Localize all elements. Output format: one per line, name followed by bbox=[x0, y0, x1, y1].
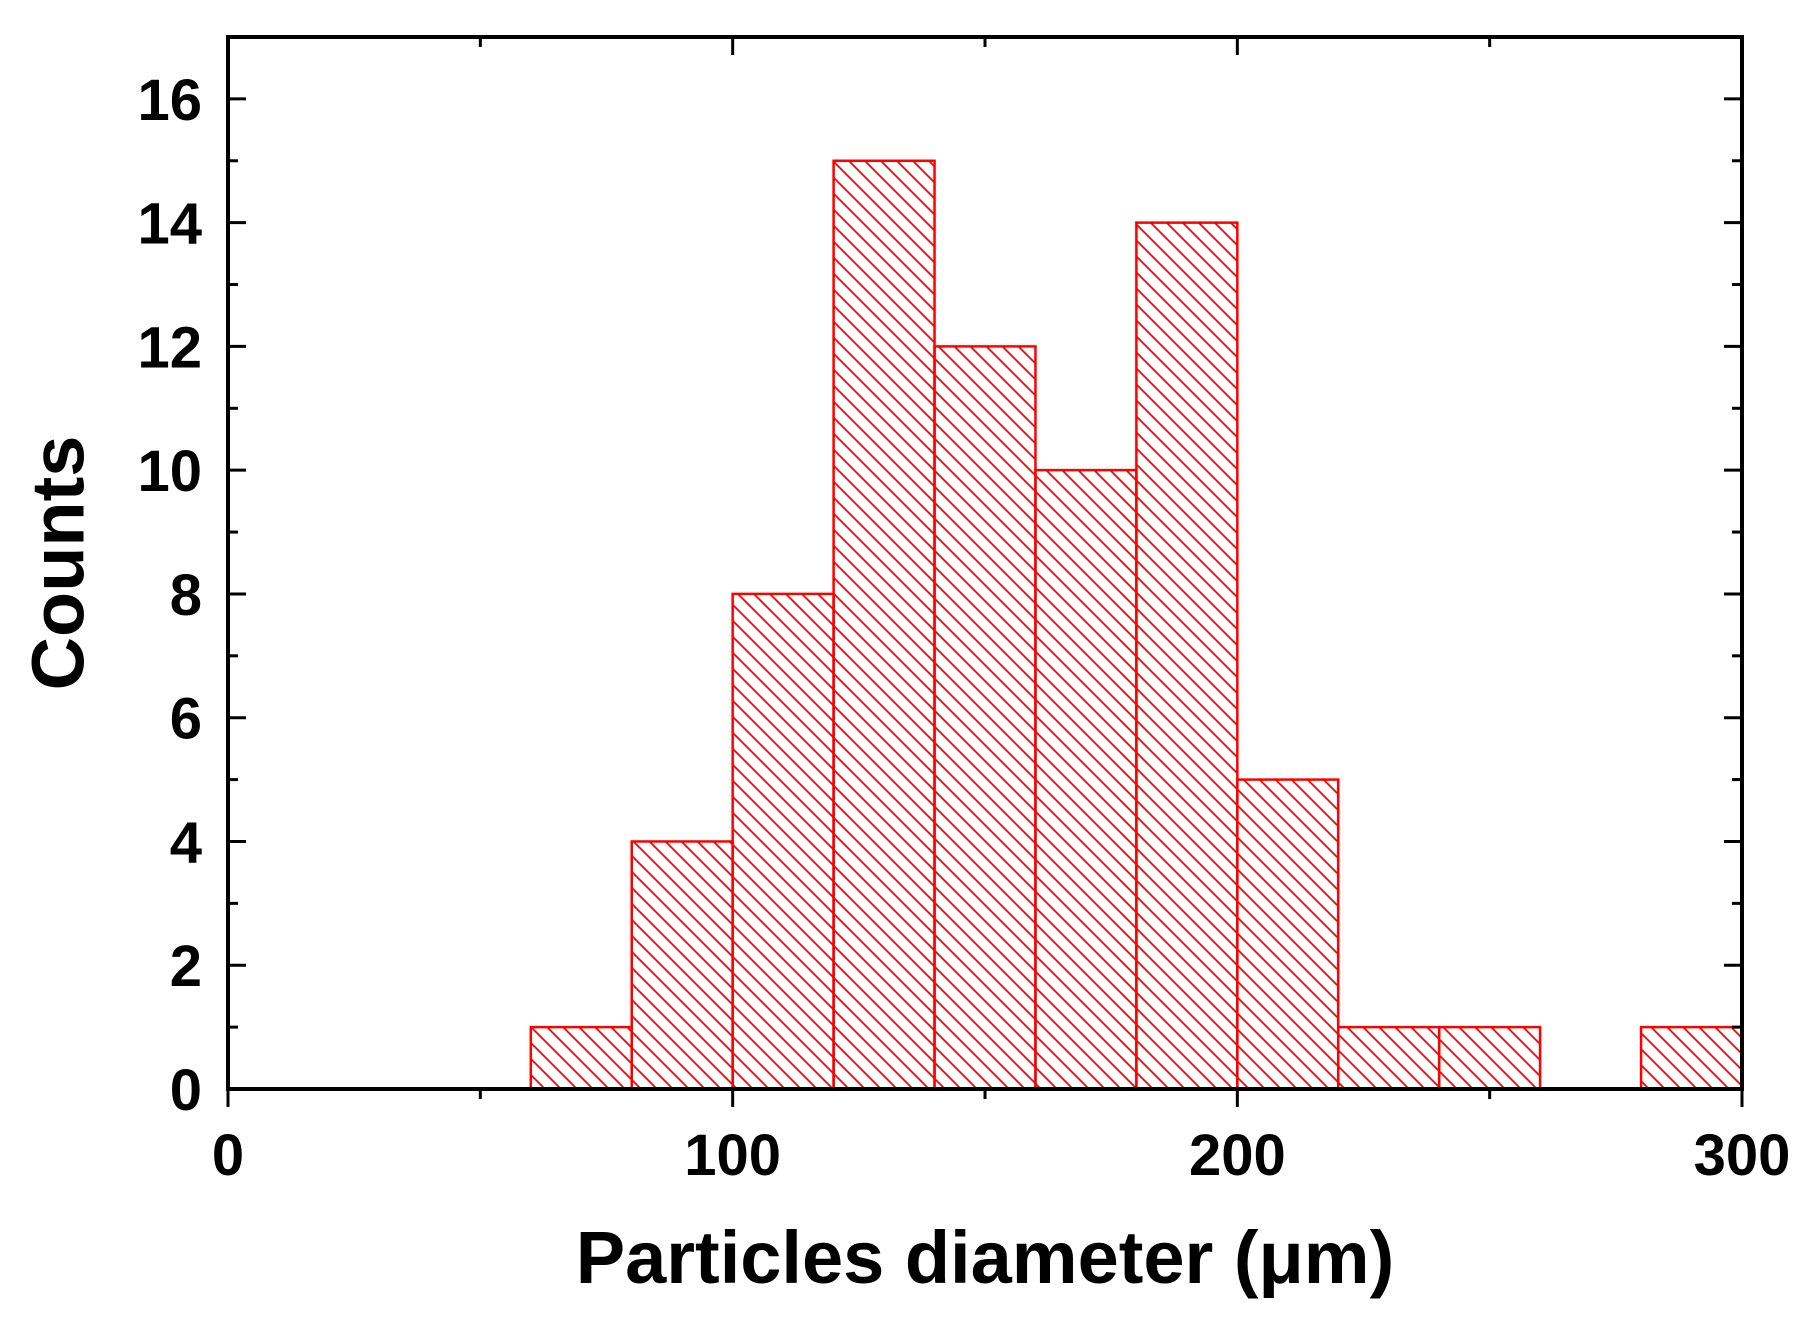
y-tick-label: 8 bbox=[170, 563, 202, 628]
y-tick-label: 12 bbox=[137, 315, 202, 380]
y-axis-label: Counts bbox=[17, 436, 100, 691]
y-tick-label: 0 bbox=[170, 1058, 202, 1123]
x-tick-label: 300 bbox=[1694, 1123, 1791, 1188]
x-tick-label: 0 bbox=[212, 1123, 244, 1188]
y-tick-labels: 0 2 4 6 8 10 12 14 16 bbox=[137, 68, 202, 1123]
x-tick-labels: 0 100 200 300 bbox=[212, 1123, 1791, 1188]
histogram-bar-3 bbox=[832, 159, 936, 1091]
histogram-bar-4 bbox=[933, 345, 1037, 1091]
histogram-bar-7 bbox=[1236, 778, 1340, 1091]
histogram-bar-1 bbox=[630, 840, 734, 1091]
histogram-bar-8 bbox=[1337, 1025, 1441, 1091]
y-tick-label: 2 bbox=[170, 934, 202, 999]
plot-frame bbox=[226, 35, 1744, 1091]
histogram-bar-5 bbox=[1034, 468, 1138, 1091]
y-tick-label: 10 bbox=[137, 439, 202, 504]
histogram-bar-9 bbox=[1437, 1025, 1542, 1091]
x-axis-label: Particles diameter (μm) bbox=[576, 1216, 1394, 1299]
bars-layer bbox=[529, 159, 1744, 1091]
histogram-bar-0 bbox=[529, 1025, 633, 1091]
x-tick-label: 200 bbox=[1189, 1123, 1286, 1188]
y-tick-label: 16 bbox=[137, 68, 202, 133]
y-tick-label: 4 bbox=[170, 810, 202, 875]
histogram-bar-2 bbox=[731, 592, 835, 1091]
y-tick-label: 14 bbox=[137, 192, 202, 257]
x-tick-label: 100 bbox=[684, 1123, 781, 1188]
histogram-bar-10 bbox=[1639, 1025, 1744, 1091]
histogram-bar-6 bbox=[1135, 221, 1239, 1091]
y-tick-label: 6 bbox=[170, 687, 202, 752]
